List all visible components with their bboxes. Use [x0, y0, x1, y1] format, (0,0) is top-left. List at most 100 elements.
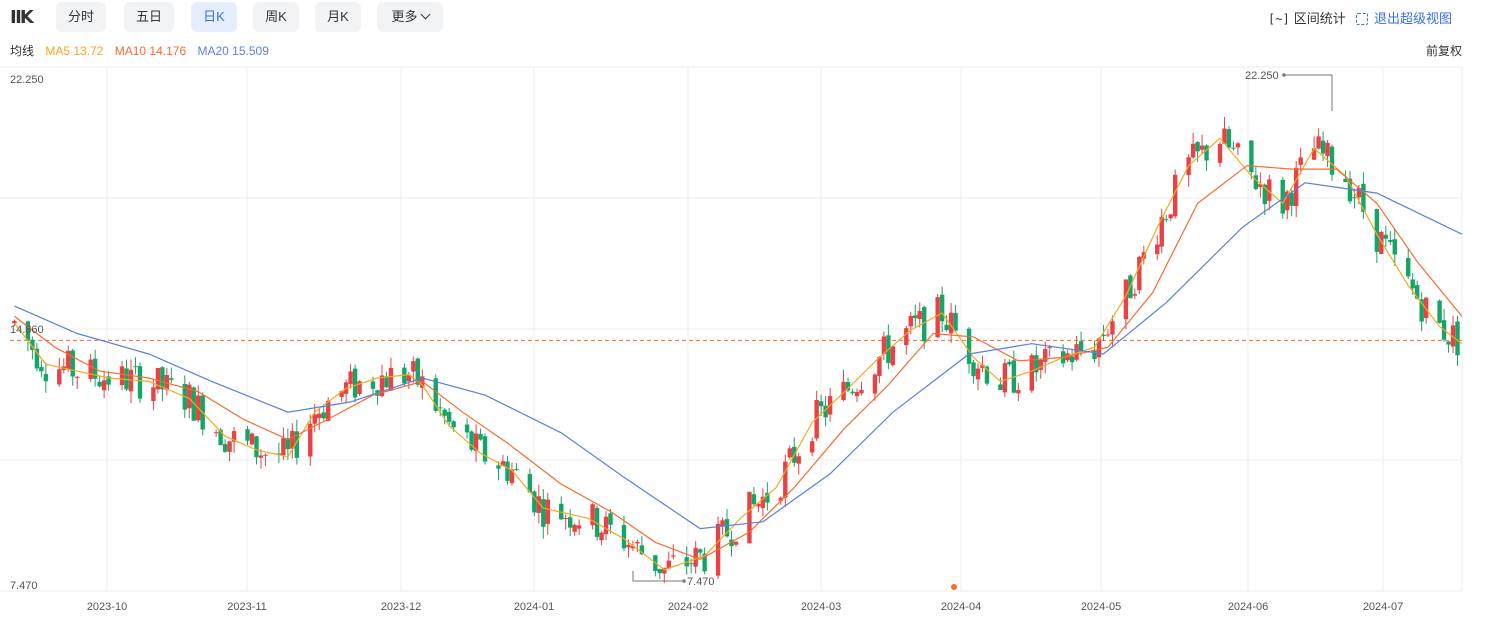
candle-up: [357, 381, 362, 395]
candle-down: [1204, 145, 1209, 161]
candle-up: [500, 461, 506, 466]
candle-up: [787, 448, 792, 458]
candle-up: [720, 520, 725, 527]
x-tick-label: 2024-07: [1363, 601, 1403, 613]
candle-up: [1110, 321, 1115, 335]
candle-up: [1137, 256, 1142, 291]
candle-down: [697, 549, 703, 553]
candle-down: [464, 424, 470, 433]
candle-down: [370, 381, 376, 389]
candle-down: [608, 513, 613, 525]
candle-down: [1347, 178, 1353, 202]
candle-up: [249, 433, 255, 445]
candle-up: [1356, 187, 1362, 198]
candle-up: [1155, 244, 1160, 255]
candle-down: [913, 315, 918, 319]
candle-up: [1016, 390, 1021, 394]
candle-up: [1379, 231, 1384, 255]
candle-up: [231, 431, 237, 442]
candle-up: [630, 545, 636, 549]
ma-legend-title: 均线: [10, 44, 35, 58]
candle-up: [411, 361, 416, 372]
candle-up: [545, 499, 550, 524]
candle-up: [1002, 363, 1008, 393]
candle-down: [1414, 285, 1420, 299]
max-marker: [1282, 73, 1286, 77]
ma10-value: MA10 14.176: [114, 44, 187, 58]
candle-up: [258, 455, 264, 458]
candle-up: [1159, 216, 1164, 247]
candle-down: [245, 429, 250, 441]
candle-down: [496, 465, 501, 469]
candle-up: [1267, 179, 1272, 201]
min-price-label: 7.470: [687, 576, 715, 588]
x-tick-label: 2024-04: [941, 601, 981, 613]
candle-down: [133, 366, 138, 368]
kline-chart[interactable]: 22.250 14.860 7.470 2023-10 2023-11 2023…: [0, 62, 1488, 623]
candle-down: [944, 324, 949, 331]
candle-up: [760, 496, 766, 508]
exit-super-view-button[interactable]: 退出超级视图: [1356, 8, 1452, 27]
candle-up: [66, 350, 71, 370]
candle-down: [160, 367, 165, 390]
candle-up: [1450, 325, 1456, 347]
tab-weekly-k[interactable]: 周K: [253, 2, 299, 32]
candle-up: [603, 516, 609, 535]
candle-down: [559, 503, 564, 520]
candle-down: [621, 525, 627, 549]
candle-down: [285, 438, 291, 450]
candle-down: [222, 444, 228, 452]
candle-down: [469, 431, 474, 450]
collapse-icon[interactable]: ⅡK: [10, 7, 34, 28]
candle-up: [881, 336, 887, 355]
adjust-mode-button[interactable]: 前复权: [1426, 44, 1463, 58]
event-marker[interactable]: [951, 584, 957, 590]
y-tick-label: 14.860: [10, 324, 44, 336]
candle-down: [39, 367, 44, 372]
max-price-label: 22.250: [1245, 70, 1279, 82]
focus-frame-icon: [1356, 13, 1368, 25]
tab-more[interactable]: 更多: [377, 2, 443, 32]
candle-down: [1320, 140, 1326, 154]
candle-down: [482, 436, 488, 462]
candle-down: [594, 507, 600, 537]
candle-up: [155, 368, 161, 390]
candle-down: [1226, 129, 1232, 148]
candle-up: [1235, 143, 1241, 148]
chart-grid: [0, 66, 1463, 592]
candle-up: [1293, 167, 1299, 207]
candle-up: [975, 368, 981, 380]
candle-up: [908, 316, 913, 327]
max-leader-line: [1286, 74, 1333, 111]
min-leader-line: [632, 571, 682, 582]
tab-intraday[interactable]: 分时: [56, 2, 106, 32]
candle-down: [953, 312, 958, 331]
candle-down: [1329, 146, 1335, 175]
toolbar: ⅡK 分时 五日 日K 周K 月K 更多 [~] 区间统计 退出超级视图: [0, 0, 1488, 36]
candle-down: [527, 474, 533, 493]
candle-down: [415, 358, 421, 385]
candle-down: [321, 412, 326, 419]
tab-five-day[interactable]: 五日: [124, 2, 174, 32]
tab-daily-k[interactable]: 日K: [191, 2, 237, 32]
candle-down: [541, 499, 546, 527]
candle-down: [765, 492, 770, 503]
candle-down: [1343, 178, 1348, 183]
candle-down: [442, 409, 447, 416]
candle-down: [1419, 299, 1424, 322]
candle-up: [1423, 297, 1429, 319]
candle-up: [1285, 191, 1290, 211]
candle-down: [191, 387, 196, 421]
candle-up: [1311, 148, 1317, 160]
range-stat-button[interactable]: [~] 区间统计: [1268, 8, 1346, 27]
candle-up: [1132, 294, 1138, 296]
chevron-down-icon: [420, 9, 430, 20]
candle-down: [25, 321, 31, 341]
tab-monthly-k[interactable]: 月K: [315, 2, 361, 32]
candle-up: [1298, 157, 1303, 165]
candle-up: [536, 496, 542, 513]
axis-labels: 22.250 14.860 7.470 2023-10 2023-11 2023…: [10, 74, 1403, 613]
x-tick-label: 2023-10: [87, 601, 127, 613]
candle-up: [877, 357, 882, 377]
candle-up: [1168, 214, 1173, 219]
